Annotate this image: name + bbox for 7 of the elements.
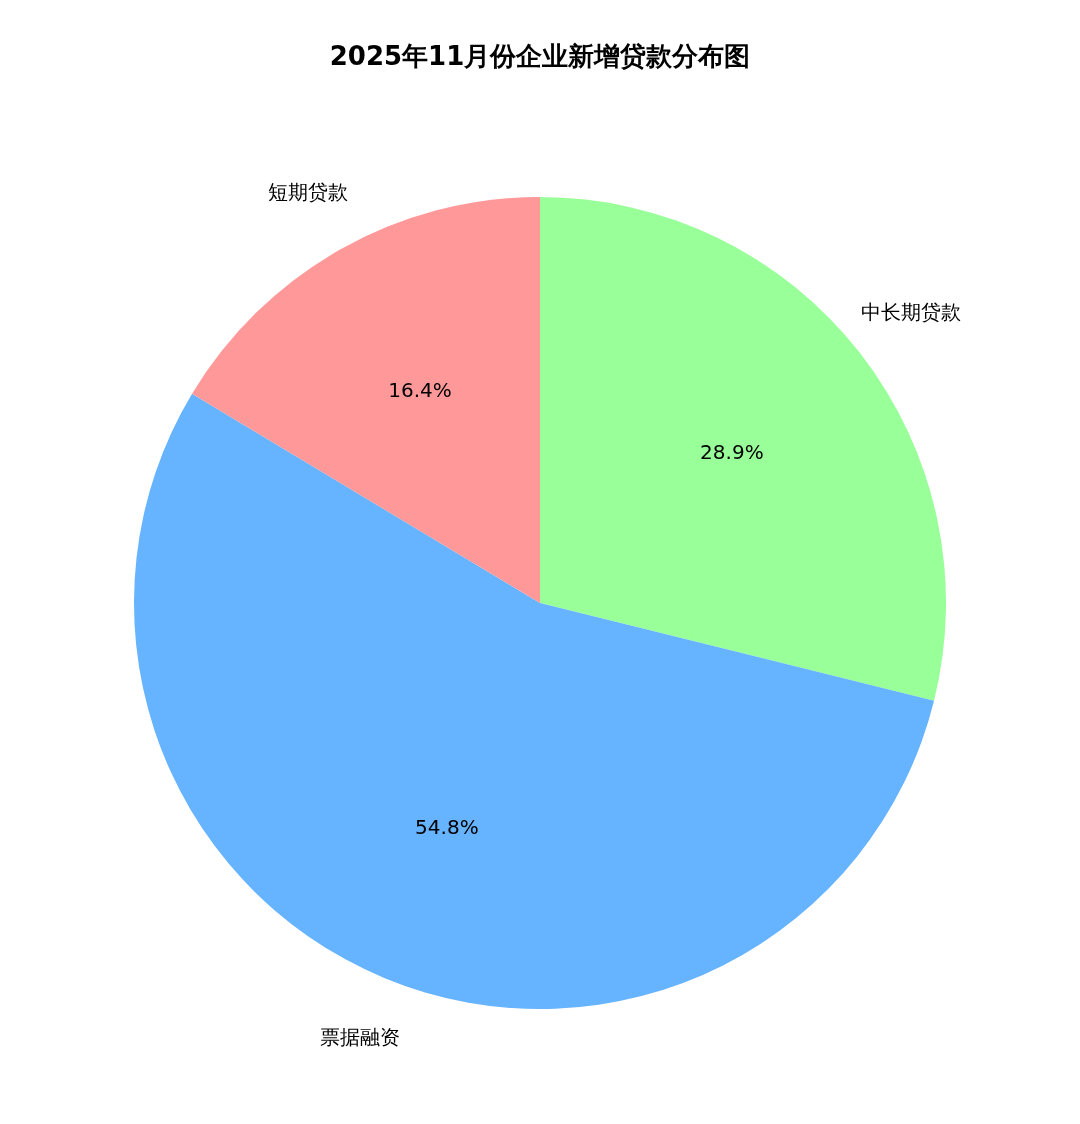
slice-label: 中长期贷款 [860,299,961,324]
slice-label: 票据融资 [319,1025,400,1050]
data-label: 54.8% [415,815,479,840]
slice-label: 短期贷款 [268,180,349,205]
data-label: 28.9% [700,439,764,464]
chart-title: 2025年11月份企业新增贷款分布图 [329,41,751,71]
data-label: 16.4% [388,377,452,402]
